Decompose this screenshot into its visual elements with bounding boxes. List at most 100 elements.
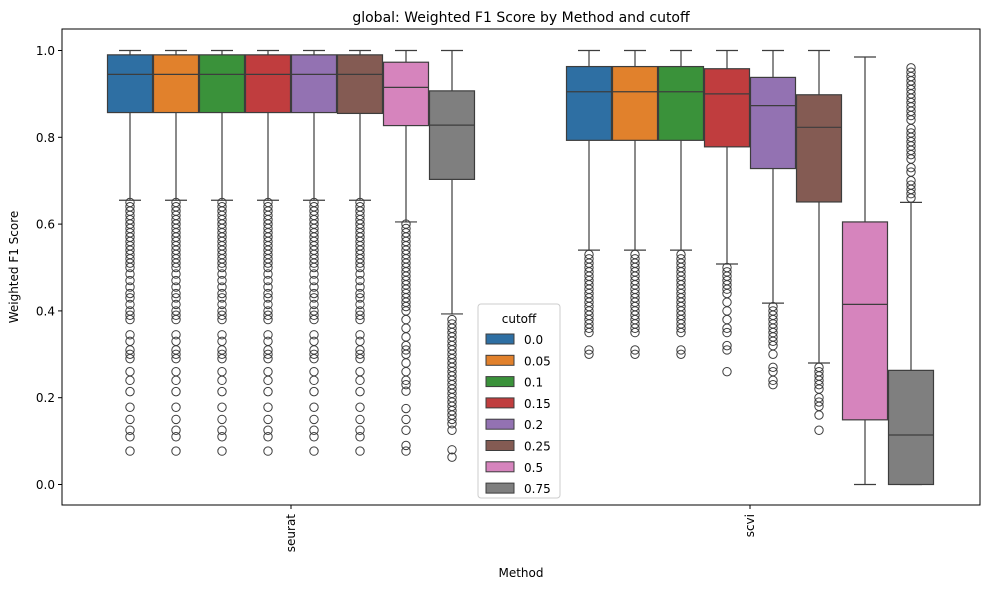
legend-label: 0.15 [524,397,551,411]
outlier-point [355,402,365,412]
outlier-point [217,202,227,212]
outlier-point [263,293,273,303]
outlier-point [217,402,227,412]
outlier-point [722,262,732,273]
outlier-point [125,269,135,279]
outlier-point [217,288,227,299]
legend-swatch [485,482,515,494]
outlier-point [217,446,227,456]
box-seurat-0.25 [336,49,384,456]
outlier-point [171,349,181,359]
outlier-point [125,330,135,340]
outlier-point [217,330,227,340]
outlier-point [722,345,732,355]
outlier-point [355,349,365,359]
outlier-point [125,432,135,442]
outlier-point [401,414,411,425]
outlier-point [355,197,365,208]
outlier-point [171,197,181,208]
outlier-point [401,440,411,451]
outlier-point [263,310,273,320]
outlier-point [355,366,365,377]
outlier-point [355,288,365,299]
outlier-point [217,275,227,286]
outlier-point [217,336,227,346]
outlier-point [722,366,732,377]
outlier-point [171,402,181,412]
outlier-point [309,386,319,397]
outlier-point [722,340,732,351]
outlier-point [125,402,135,412]
outlier-point [171,425,181,435]
outlier-point [309,288,319,299]
outlier-point [447,452,457,462]
box-iqr [887,369,935,486]
outlier-point [171,269,181,279]
y-tick-label: 0.0 [36,478,55,492]
outlier-point [722,267,732,277]
outlier-point [125,446,135,456]
outlier-point [309,310,319,320]
box-iqr [244,54,292,114]
outlier-point [263,349,273,359]
outlier-point [630,349,640,359]
outlier-point [171,386,181,397]
outlier-point [355,336,365,346]
outlier-point [447,319,457,329]
y-tick-label: 0.6 [36,218,55,232]
legend-title: cutoff [502,312,537,326]
outlier-point [217,282,227,292]
outlier-point [906,180,916,190]
box-seurat-0.2 [290,49,338,456]
box-scvi-0.15 [703,49,751,377]
outlier-point [355,310,365,320]
outlier-point [171,288,181,299]
outlier-point [125,425,135,435]
legend-swatch [485,418,515,430]
outlier-point [125,386,135,397]
outlier-point [125,275,135,286]
outlier-point [171,310,181,320]
legend-label: 0.75 [524,482,551,496]
outlier-point [125,299,135,310]
outlier-point [171,366,181,377]
outlier-point [263,366,273,377]
outlier-point [447,425,457,435]
box-iqr [703,68,751,148]
box-iqr [841,221,889,421]
outlier-point [217,432,227,442]
y-axis-label: Weighted F1 Score [7,211,21,324]
outlier-point [630,254,640,264]
outlier-point [676,254,686,264]
outlier-point [125,310,135,320]
outlier-point [355,386,365,397]
outlier-point [217,425,227,435]
box-scvi-0.75 [887,63,935,486]
outlier-point [217,349,227,359]
outlier-point [171,293,181,303]
outlier-point [171,414,181,425]
box-seurat-0.05 [152,49,200,456]
outlier-point [401,403,411,414]
outlier-point [263,202,273,212]
outlier-point [722,327,732,338]
box-iqr [290,54,338,114]
outlier-point [309,299,319,310]
outlier-point [217,306,227,316]
outlier-point [309,197,319,208]
outlier-point [768,379,778,390]
outlier-point [125,282,135,292]
outlier-point [171,299,181,310]
outlier-point [401,425,411,435]
outlier-point [768,306,778,316]
outlier-point [768,366,778,377]
outlier-point [768,301,778,312]
outlier-point [401,219,411,229]
outlier-point [125,414,135,425]
outlier-point [630,249,640,260]
outlier-point [309,432,319,442]
outlier-point [125,288,135,299]
outlier-point [676,345,686,355]
outlier-point [125,202,135,212]
